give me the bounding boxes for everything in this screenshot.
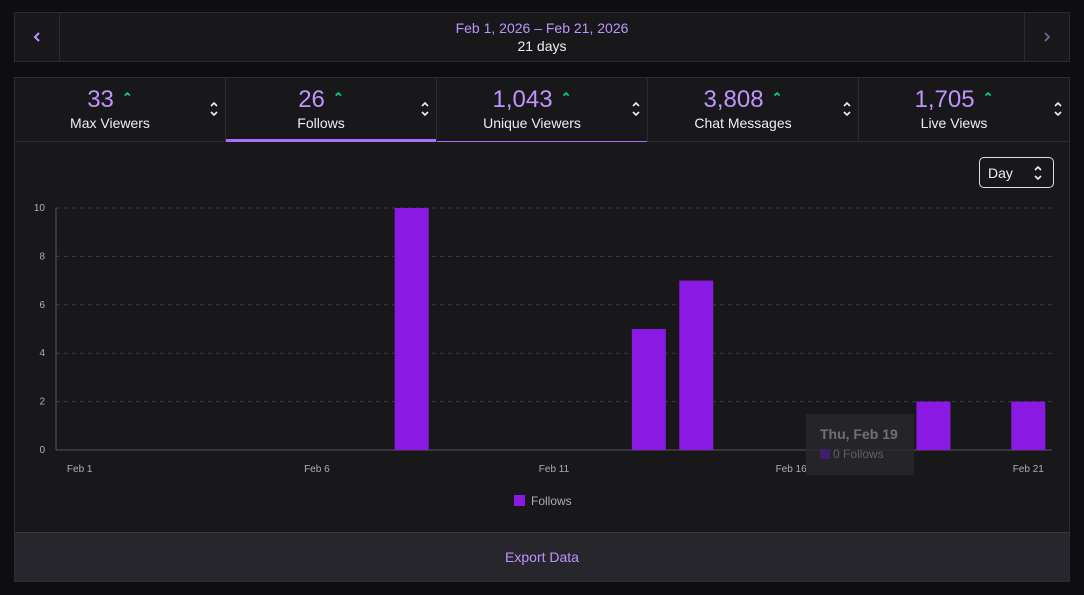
stats-panel: 33 ⌃ Max Viewers 26 ⌃ Follows bbox=[14, 77, 1070, 582]
date-range-bar: Feb 1, 2026 – Feb 21, 2026 21 days bbox=[14, 12, 1070, 62]
date-range-display: Feb 1, 2026 – Feb 21, 2026 21 days bbox=[59, 13, 1025, 61]
sort-arrows-icon bbox=[1054, 101, 1062, 117]
tab-label: Live Views bbox=[920, 115, 988, 131]
y-tick-label: 6 bbox=[39, 300, 45, 311]
trend-up-icon: ⌃ bbox=[771, 90, 783, 105]
chart-bar bbox=[679, 280, 714, 450]
chevron-right-icon bbox=[1044, 32, 1051, 42]
interval-select[interactable]: Day bbox=[979, 157, 1054, 188]
tab-follows[interactable]: 26 ⌃ Follows bbox=[226, 78, 437, 142]
y-tick-label: 10 bbox=[34, 203, 46, 214]
previous-period-button[interactable] bbox=[15, 13, 60, 61]
tab-live-views[interactable]: 1,705 ⌃ Live Views bbox=[859, 78, 1069, 141]
tab-value: 3,808 bbox=[703, 86, 764, 113]
sort-arrows-icon bbox=[632, 101, 640, 117]
tab-value: 26 bbox=[298, 86, 325, 113]
sort-arrows-icon bbox=[843, 101, 851, 117]
x-tick-label: Feb 11 bbox=[539, 464, 570, 475]
metric-tabs: 33 ⌃ Max Viewers 26 ⌃ Follows bbox=[15, 78, 1069, 142]
trend-up-icon: ⌃ bbox=[332, 90, 344, 105]
tab-label: Chat Messages bbox=[694, 115, 792, 131]
chart-tooltip: Thu, Feb 19 0 Follows bbox=[806, 414, 914, 475]
trend-up-icon: ⌃ bbox=[121, 90, 133, 105]
tooltip-swatch bbox=[820, 449, 830, 459]
tab-max-viewers[interactable]: 33 ⌃ Max Viewers bbox=[15, 78, 226, 141]
x-tick-label: Feb 21 bbox=[1013, 464, 1045, 475]
legend-swatch bbox=[514, 495, 525, 506]
date-range-text: Feb 1, 2026 – Feb 21, 2026 bbox=[455, 20, 629, 36]
trend-up-icon: ⌃ bbox=[982, 90, 994, 105]
tab-label: Max Viewers bbox=[70, 115, 150, 131]
chart-bar bbox=[631, 329, 666, 450]
chart-bar bbox=[394, 208, 429, 450]
x-tick-label: Feb 16 bbox=[776, 464, 808, 475]
x-tick-label: Feb 1 bbox=[67, 464, 93, 475]
chart-bar bbox=[1011, 401, 1046, 450]
follows-bar-chart: 0 2 4 6 8 10 Feb 1 Feb 6 Feb 11 Feb 16 Feb 21 Follo… bbox=[34, 203, 1052, 508]
tab-unique-viewers[interactable]: 1,043 ⌃ Unique Viewers bbox=[437, 78, 648, 142]
date-range-length: 21 days bbox=[517, 38, 567, 54]
chevron-left-icon bbox=[33, 32, 40, 42]
next-period-button[interactable] bbox=[1024, 13, 1069, 61]
chart-bar bbox=[916, 401, 951, 450]
y-tick-label: 2 bbox=[39, 397, 45, 408]
y-tick-label: 4 bbox=[39, 348, 45, 359]
tab-value: 1,043 bbox=[492, 86, 553, 113]
select-arrows-icon bbox=[1034, 165, 1042, 181]
tab-value: 1,705 bbox=[914, 86, 975, 113]
tab-value: 33 bbox=[87, 86, 114, 113]
export-data-button[interactable]: Export Data bbox=[15, 532, 1069, 581]
trend-up-icon: ⌃ bbox=[560, 90, 572, 105]
y-tick-label: 0 bbox=[39, 445, 45, 456]
interval-select-value: Day bbox=[988, 164, 1013, 181]
y-tick-label: 8 bbox=[39, 251, 45, 262]
tooltip-value: 0 Follows bbox=[833, 447, 884, 461]
tooltip-title: Thu, Feb 19 bbox=[820, 426, 898, 442]
tab-label: Follows bbox=[297, 115, 345, 131]
legend-label: Follows bbox=[531, 494, 572, 508]
tab-label: Unique Viewers bbox=[483, 115, 581, 131]
tab-chat-messages[interactable]: 3,808 ⌃ Chat Messages bbox=[648, 78, 859, 141]
sort-arrows-icon bbox=[210, 101, 218, 117]
sort-arrows-icon bbox=[421, 101, 429, 117]
x-tick-label: Feb 6 bbox=[304, 464, 330, 475]
